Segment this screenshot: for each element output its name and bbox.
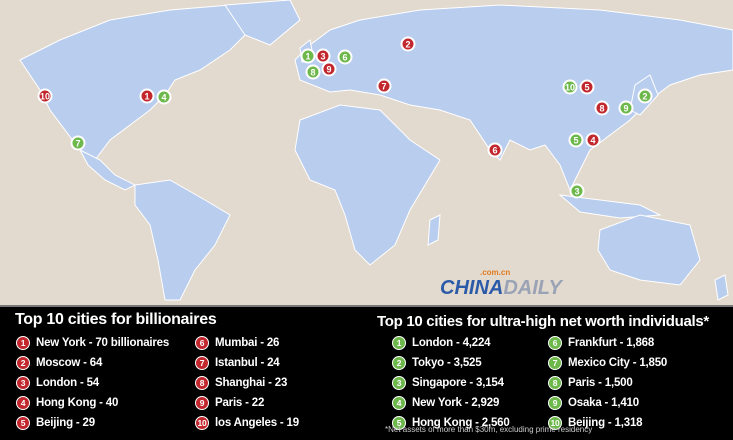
billionaires-legend-item: 8 Shanghai - 23 <box>195 374 299 391</box>
legend-label: Singapore - 3,154 <box>412 376 504 389</box>
number-badge: 5 <box>392 415 406 430</box>
legend-label: Paris - 22 <box>215 396 265 409</box>
number-badge: 8 <box>548 375 562 390</box>
madagascar <box>427 214 441 246</box>
marker-billionaire-10[interactable]: 10 <box>37 88 53 104</box>
billionaires-legend-item: 10 los Angeles - 19 <box>195 414 299 431</box>
marker-uhnw-3[interactable]: 3 <box>569 183 585 199</box>
uhnw-legend-item: 9 Osaka - 1,410 <box>548 394 667 411</box>
billionaires-legend-item: 7 Istanbul - 24 <box>195 354 299 371</box>
legend-label: Osaka - 1,410 <box>568 396 639 409</box>
number-badge: 7 <box>195 355 209 370</box>
legend-label: London - 4,224 <box>412 336 491 349</box>
north-america <box>19 4 261 161</box>
marker-billionaire-9[interactable]: 9 <box>321 61 337 77</box>
marker-uhnw-9[interactable]: 9 <box>618 100 634 116</box>
uhnw-legend-item: 10 Beijing - 1,318 <box>548 414 667 431</box>
number-badge: 3 <box>16 375 30 390</box>
marker-billionaire-8[interactable]: 8 <box>594 100 610 116</box>
marker-billionaire-1[interactable]: 1 <box>139 88 155 104</box>
marker-uhnw-4[interactable]: 4 <box>156 89 172 105</box>
uhnw-legend-item: 7 Mexico City - 1,850 <box>548 354 667 371</box>
marker-uhnw-2[interactable]: 2 <box>637 88 653 104</box>
legend-label: Mexico City - 1,850 <box>568 356 668 369</box>
legend: Top 10 cities for billionaires 1 New York… <box>0 305 733 440</box>
legend-label: Mumbai - 26 <box>215 336 280 349</box>
number-badge: 9 <box>195 395 209 410</box>
number-badge: 7 <box>548 355 562 370</box>
marker-uhnw-1[interactable]: 1 <box>300 48 316 64</box>
legend-label: Beijing - 29 <box>36 416 95 429</box>
billionaires-legend-item: 2 Moscow - 64 <box>16 354 169 371</box>
legend-label: Hong Kong - 2,560 <box>412 416 510 429</box>
marker-billionaire-6[interactable]: 6 <box>487 142 503 158</box>
billionaires-legend-item: 1 New York - 70 billionaires <box>16 334 169 351</box>
uhnw-legend-item: 5 Hong Kong - 2,560 <box>392 414 510 431</box>
legend-label: New York - 70 billionaires <box>36 336 170 349</box>
uhnw-legend-item: 3 Singapore - 3,154 <box>392 374 510 391</box>
number-badge: 4 <box>392 395 406 410</box>
legend-label: New York - 2,929 <box>412 396 500 409</box>
number-badge: 2 <box>392 355 406 370</box>
uhnw-legend-item: 6 Frankfurt - 1,868 <box>548 334 667 351</box>
number-badge: 3 <box>392 375 406 390</box>
marker-billionaire-7[interactable]: 7 <box>376 78 392 94</box>
new-zealand <box>714 274 729 301</box>
billionaires-legend-item: 5 Beijing - 29 <box>16 414 169 431</box>
number-badge: 10 <box>195 415 209 430</box>
south-america <box>134 179 231 301</box>
marker-uhnw-7[interactable]: 7 <box>70 135 86 151</box>
number-badge: 2 <box>16 355 30 370</box>
number-badge: 4 <box>16 395 30 410</box>
world-map: 1 2 3 4 5 6 7 8 9 10 1 2 3 4 5 6 7 8 9 1… <box>0 0 733 305</box>
number-badge: 6 <box>195 335 209 350</box>
chinadaily-watermark: .com.cn CHINADAILY <box>440 268 562 299</box>
legend-label: Moscow - 64 <box>36 356 103 369</box>
legend-label: Frankfurt - 1,868 <box>568 336 655 349</box>
marker-uhnw-8[interactable]: 8 <box>305 64 321 80</box>
legend-label: London - 54 <box>36 376 99 389</box>
indonesia <box>558 194 662 219</box>
central-america <box>78 148 137 191</box>
number-badge: 5 <box>16 415 30 430</box>
uhnw-legend-item: 4 New York - 2,929 <box>392 394 510 411</box>
marker-uhnw-10[interactable]: 10 <box>562 79 578 95</box>
uhnw-legend-item: 2 Tokyo - 3,525 <box>392 354 510 371</box>
billionaires-legend-item: 6 Mumbai - 26 <box>195 334 299 351</box>
number-badge: 9 <box>548 395 562 410</box>
continents <box>19 0 733 301</box>
number-badge: 8 <box>195 375 209 390</box>
marker-billionaire-5[interactable]: 5 <box>579 79 595 95</box>
legend-label: Beijing - 1,318 <box>568 416 643 429</box>
legend-label: Shanghai - 23 <box>215 376 288 389</box>
legend-label: Tokyo - 3,525 <box>412 356 482 369</box>
billionaires-legend-item: 4 Hong Kong - 40 <box>16 394 169 411</box>
marker-billionaire-4[interactable]: 4 <box>585 132 601 148</box>
greenland <box>224 0 301 46</box>
uhnw-legend-item: 8 Paris - 1,500 <box>548 374 667 391</box>
marker-uhnw-5[interactable]: 5 <box>568 132 584 148</box>
africa <box>294 104 441 266</box>
footnote: *Net assets of more than $30m, excluding… <box>385 425 593 434</box>
billionaires-legend-item: 3 London - 54 <box>16 374 169 391</box>
number-badge: 10 <box>548 415 562 430</box>
legend-label: Paris - 1,500 <box>568 376 633 389</box>
number-badge: 6 <box>548 335 562 350</box>
australia <box>597 214 701 286</box>
uhnw-title: Top 10 cities for ultra-high net worth i… <box>377 313 709 330</box>
legend-label: Istanbul - 24 <box>215 356 280 369</box>
number-badge: 1 <box>392 335 406 350</box>
legend-label: Hong Kong - 40 <box>36 396 119 409</box>
billionaires-title: Top 10 cities for billionaires <box>15 311 217 328</box>
marker-billionaire-2[interactable]: 2 <box>400 36 416 52</box>
legend-label: los Angeles - 19 <box>215 416 299 429</box>
uhnw-legend-item: 1 London - 4,224 <box>392 334 510 351</box>
billionaires-legend-item: 9 Paris - 22 <box>195 394 299 411</box>
marker-uhnw-6[interactable]: 6 <box>337 49 353 65</box>
number-badge: 1 <box>16 335 30 350</box>
